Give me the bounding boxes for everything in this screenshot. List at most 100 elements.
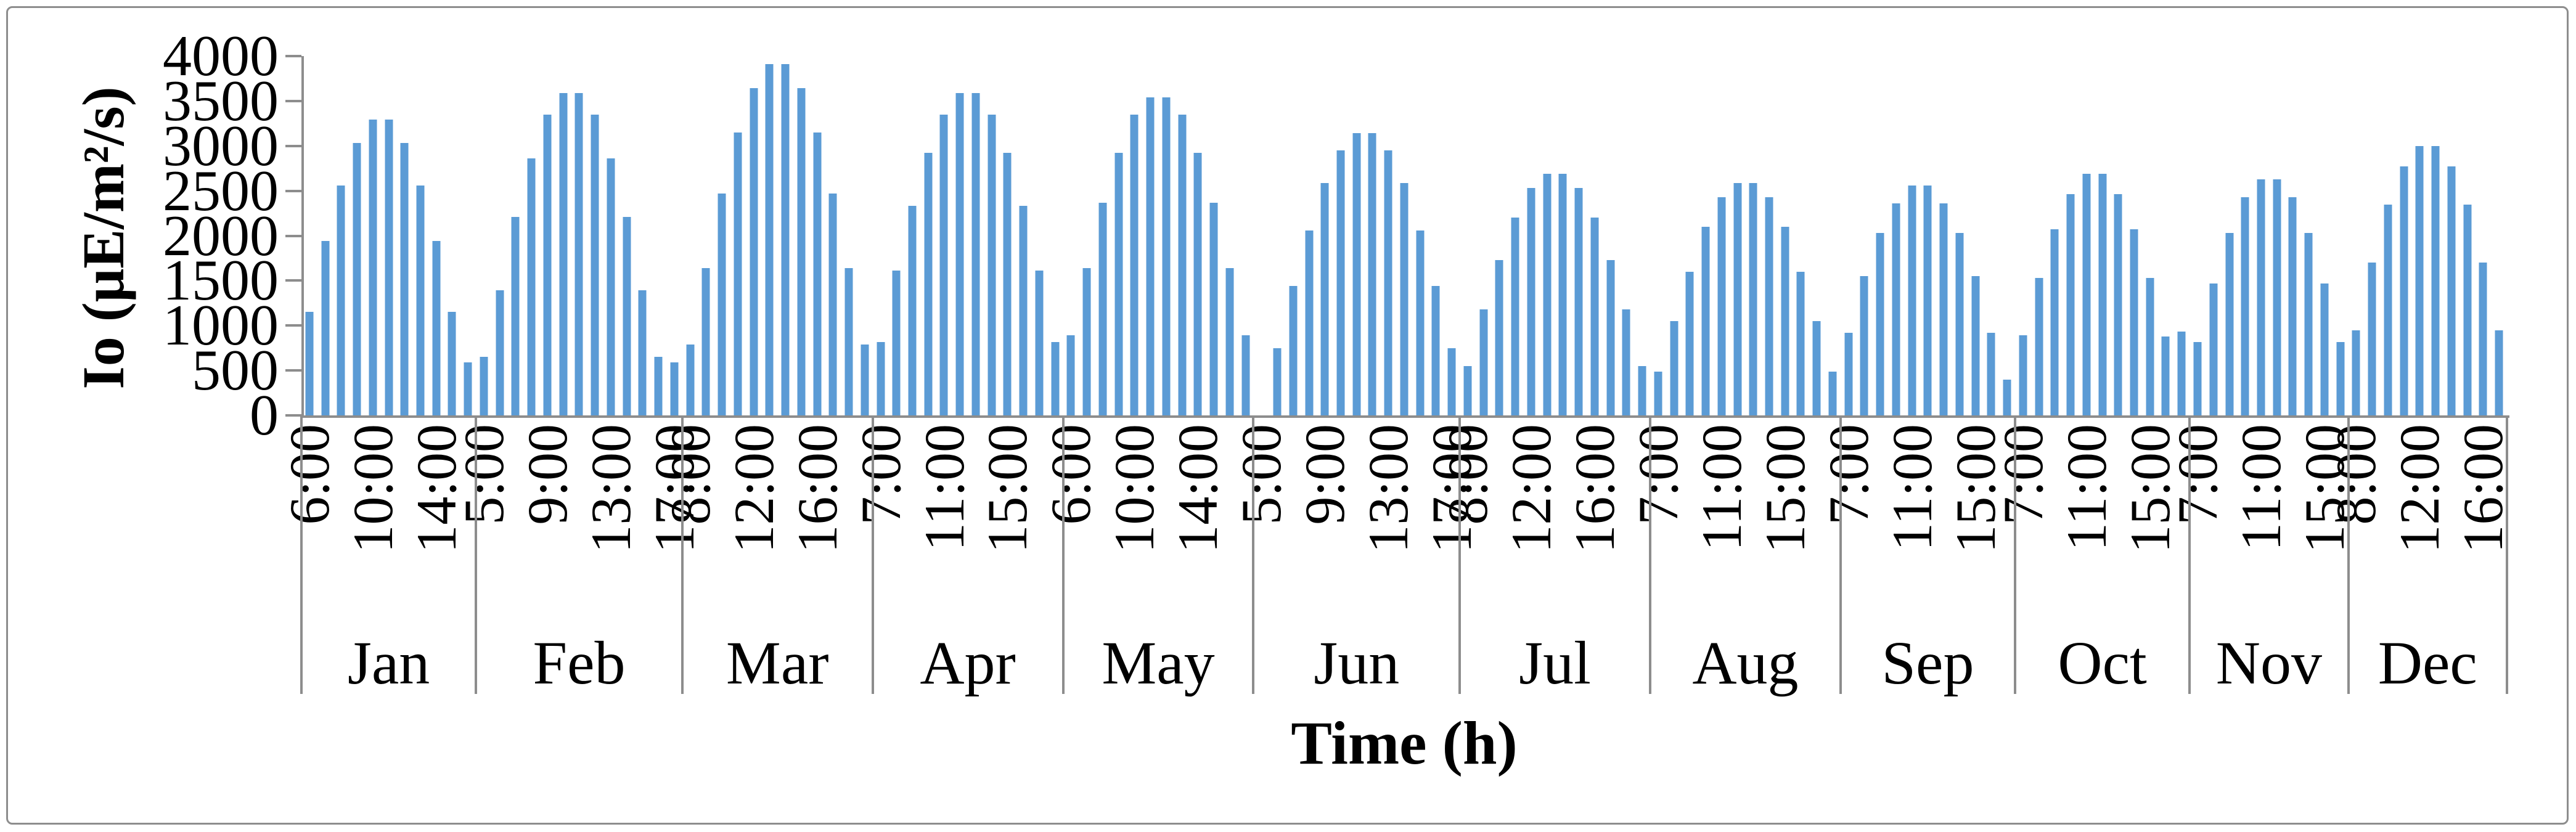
bar: [1114, 153, 1123, 415]
bar: [908, 206, 917, 415]
bar: [559, 92, 568, 415]
hour-tick-label: 7:00: [2166, 424, 2230, 525]
category-slot: [1714, 56, 1730, 415]
bar: [1320, 182, 1329, 415]
bar: [1162, 97, 1171, 415]
category-slot: [365, 56, 381, 415]
bar: [2320, 283, 2329, 415]
bar: [1225, 267, 1234, 415]
bar: [844, 267, 853, 415]
category-slot: [301, 56, 317, 415]
category-slot: [2237, 56, 2253, 415]
hour-tick-label: 15:00: [1753, 424, 1817, 553]
bar: [734, 132, 742, 415]
category-slot: [1317, 56, 1333, 415]
hour-tick-label: 13:00: [1357, 424, 1420, 553]
hour-tick-label: 16:00: [1563, 424, 1626, 553]
hour-tick-label: 7:00: [1626, 424, 1690, 525]
bar: [1892, 203, 1900, 415]
category-slot: [1968, 56, 1984, 415]
hour-tick-label: 7:00: [1817, 424, 1880, 525]
y-tick-mark: [285, 369, 301, 372]
category-slot: [666, 56, 682, 415]
month-divider: [1458, 415, 1462, 694]
category-slot: [1269, 56, 1285, 415]
y-tick-mark: [285, 414, 301, 417]
category-slot: [984, 56, 1000, 415]
bar: [574, 92, 583, 415]
category-slot: [1952, 56, 1968, 415]
category-slot: [682, 56, 698, 415]
y-tick-label: 3500: [163, 68, 279, 133]
month-label: Oct: [2058, 629, 2147, 697]
bar: [670, 362, 679, 415]
hour-tick-label: 11:00: [2230, 424, 2292, 552]
hour-tick-label: 12:00: [722, 424, 785, 553]
category-slot: [1857, 56, 1873, 415]
category-slot: [1015, 56, 1031, 415]
bar: [2288, 197, 2297, 415]
bar: [1178, 114, 1187, 415]
category-slot: [746, 56, 762, 415]
category-slot: [1999, 56, 2015, 415]
bar: [987, 114, 996, 415]
month-label: Mar: [726, 629, 829, 697]
category-slot: [1031, 56, 1047, 415]
month-label: Feb: [533, 629, 626, 697]
category-slot: [2412, 56, 2428, 415]
bar: [591, 114, 599, 415]
bar: [2273, 179, 2281, 415]
category-slot: [1698, 56, 1714, 415]
category-slot: [1634, 56, 1650, 415]
category-slot: [508, 56, 524, 415]
category-slot: [714, 56, 730, 415]
hour-tick-label: 6:00: [277, 424, 341, 525]
category-slot: [650, 56, 666, 415]
category-slot: [1158, 56, 1174, 415]
bar: [1463, 365, 1472, 415]
bar: [1289, 286, 1298, 415]
month-label: Apr: [920, 629, 1016, 697]
hour-tick-label: 11:00: [912, 424, 976, 552]
category-slot: [333, 56, 349, 415]
category-slot: [1142, 56, 1158, 415]
category-slot: [1983, 56, 1999, 415]
category-slot: [761, 56, 777, 415]
category-slot: [2095, 56, 2111, 415]
category-slot: [2046, 56, 2063, 415]
bar: [369, 120, 377, 415]
month-divider: [2347, 415, 2350, 694]
category-slot: [1396, 56, 1412, 415]
bar: [1939, 203, 1948, 415]
y-tick-mark: [285, 55, 301, 57]
category-slot: [1809, 56, 1825, 415]
bar: [638, 290, 647, 415]
hour-tick-label: 11:00: [1880, 424, 1944, 552]
bar: [543, 114, 552, 415]
y-tick-label: 4000: [163, 24, 279, 88]
bar: [892, 271, 901, 415]
bar: [1955, 233, 1964, 415]
month-group-nov: [2190, 56, 2348, 415]
hour-tick-label: 16:00: [2451, 424, 2515, 553]
bar: [2035, 278, 2043, 415]
bar: [432, 241, 441, 415]
month-divider: [2188, 415, 2191, 694]
bar: [971, 92, 980, 415]
category-slot: [2206, 56, 2222, 415]
y-tick-label: 1500: [163, 248, 279, 313]
bar: [1209, 202, 1218, 415]
bar: [1400, 182, 1409, 415]
month-group-aug: [1650, 56, 1841, 415]
bar: [1733, 182, 1742, 415]
bar: [2225, 233, 2233, 415]
category-slot: [1222, 56, 1238, 415]
month-group-jan: [301, 56, 476, 415]
y-tick-mark: [285, 189, 301, 192]
bar: [1019, 206, 1028, 415]
month-divider: [1252, 415, 1255, 694]
category-slot: [603, 56, 619, 415]
category-slot: [1777, 56, 1793, 415]
category-slot: [1253, 56, 1269, 415]
